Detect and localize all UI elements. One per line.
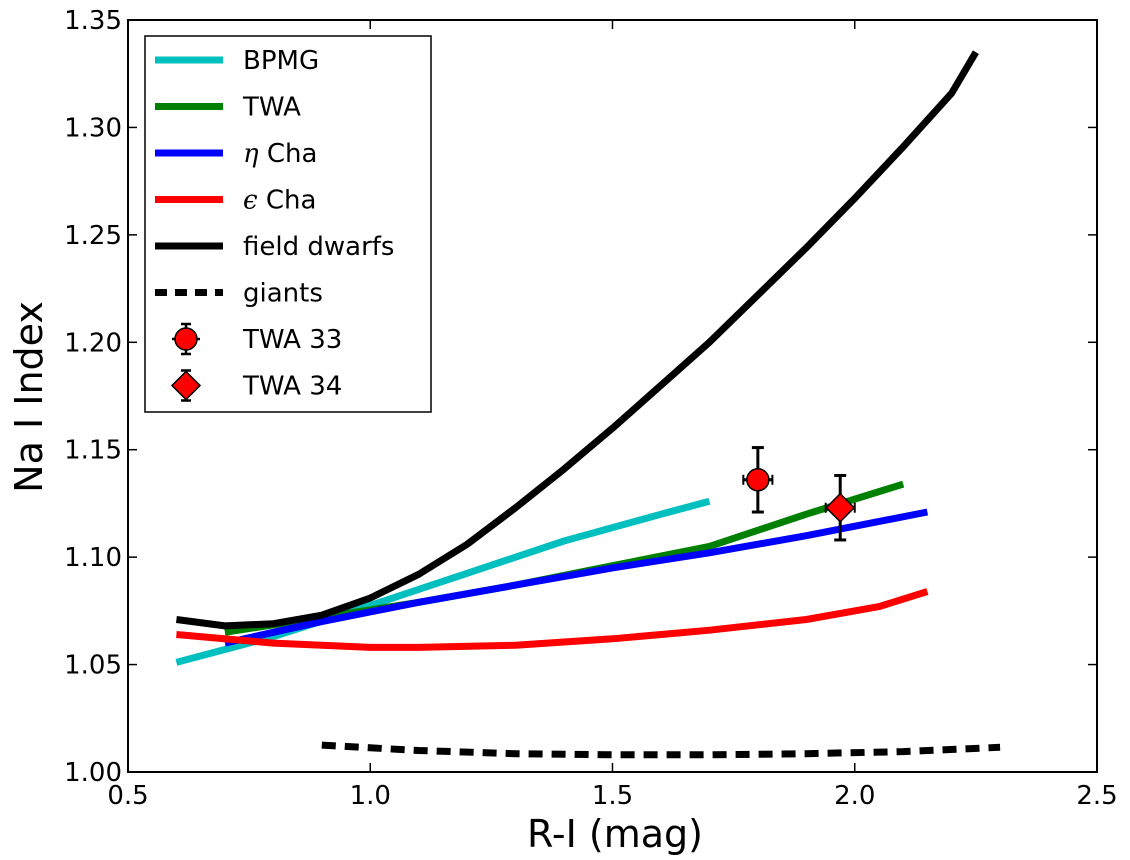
- y-tick-label: 1.20: [64, 328, 122, 358]
- legend-label: giants: [243, 279, 323, 309]
- y-tick-label: 1.25: [64, 221, 122, 251]
- legend-label: TWA 34: [242, 372, 342, 402]
- x-tick-label: 1.5: [592, 781, 633, 811]
- legend: BPMG TWA η Cha ϵ Cha field dwarfs giants TWA 3…: [144, 35, 432, 413]
- legend-box: [144, 35, 432, 413]
- x-axis-title: R-I (mag): [527, 812, 703, 856]
- y-tick-label: 1.05: [64, 651, 122, 681]
- x-tick-label: 2.5: [1076, 781, 1117, 811]
- axes: 0.5 1.0 1.5 2.0 2.5 1.00 1.05 1.10 1.15 1.20 1.25 1…: [64, 6, 1118, 811]
- legend-label: TWA 33: [242, 325, 342, 355]
- series-line-eta-cha: [224, 508, 929, 647]
- y-tick-label: 1.30: [64, 113, 122, 143]
- series-line-epsilon-cha: [176, 588, 929, 651]
- series-line-field-dwarfs: [175, 50, 979, 630]
- point-marker: [825, 492, 856, 523]
- legend-marker: [170, 369, 202, 402]
- legend-marker: [172, 322, 200, 356]
- legend-point-marker: [170, 370, 202, 401]
- x-tick-label: 2.0: [834, 781, 875, 811]
- x-tick-label: 1.0: [350, 781, 391, 811]
- x-tick-label: 0.5: [107, 781, 148, 811]
- y-axis-title: Na I Index: [7, 301, 51, 493]
- series-line-giants: [321, 741, 1001, 759]
- legend-label: BPMG: [243, 46, 319, 76]
- y-tick-label: 1.10: [64, 543, 122, 573]
- legend-label: field dwarfs: [243, 232, 394, 262]
- data-point-twa-34: [824, 473, 856, 542]
- y-tick-label: 1.00: [64, 758, 122, 788]
- data-point-twa-33: [742, 446, 774, 514]
- y-tick-label: 1.15: [64, 436, 122, 466]
- point-marker: [746, 468, 770, 492]
- series-line-bpmg: [175, 497, 711, 666]
- plot-area: [175, 50, 1001, 759]
- legend-label: ϵ Cha: [243, 186, 316, 216]
- y-tick-label: 1.35: [64, 6, 122, 36]
- series-group: [175, 50, 1001, 759]
- legend-label: η Cha: [243, 139, 317, 169]
- legend-point-marker: [174, 327, 198, 351]
- legend-label: TWA: [242, 93, 301, 123]
